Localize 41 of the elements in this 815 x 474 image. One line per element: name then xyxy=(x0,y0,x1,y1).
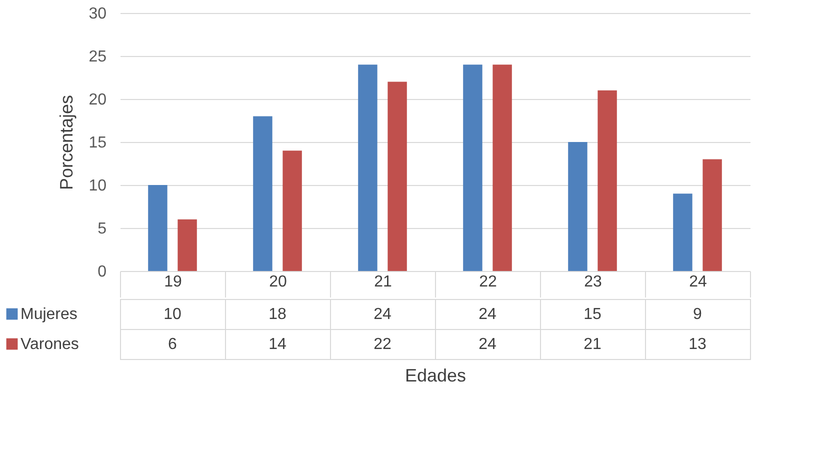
legend-label: Mujeres xyxy=(20,306,78,323)
bar xyxy=(388,82,407,271)
data-label: 24 xyxy=(478,336,496,353)
x-axis-title: Edades xyxy=(404,366,466,386)
bar xyxy=(463,64,482,271)
bar xyxy=(358,64,378,271)
data-label: 10 xyxy=(164,306,182,323)
data-label: 9 xyxy=(693,306,702,323)
bar xyxy=(492,64,512,271)
data-label: 13 xyxy=(688,336,706,353)
x-tick-label: 19 xyxy=(164,274,182,290)
y-tick-label: 5 xyxy=(98,220,107,238)
bar xyxy=(178,219,197,271)
x-tick-label: 20 xyxy=(269,274,287,290)
data-label: 22 xyxy=(374,336,392,353)
x-tick-label: 22 xyxy=(479,274,497,290)
y-tick-label: 10 xyxy=(88,178,107,194)
data-label: 24 xyxy=(374,306,392,323)
data-label: 24 xyxy=(478,306,496,323)
bar xyxy=(598,90,617,271)
x-tick-label: 21 xyxy=(374,274,392,290)
y-tick-label: 15 xyxy=(88,134,107,152)
x-tick-label: 23 xyxy=(584,274,602,290)
x-tick-label: 24 xyxy=(689,274,707,290)
bar xyxy=(568,142,588,271)
data-label: 14 xyxy=(268,336,286,353)
y-tick-label: 30 xyxy=(88,6,107,22)
data-label: 15 xyxy=(584,306,602,323)
y-tick-label: 25 xyxy=(88,48,107,66)
bar xyxy=(253,116,272,271)
data-label: 18 xyxy=(268,306,286,323)
y-axis-title: Porcentajes xyxy=(56,94,77,190)
data-label: 21 xyxy=(584,336,602,353)
data-label: 6 xyxy=(168,336,178,353)
bar xyxy=(148,185,168,271)
y-tick-label: 0 xyxy=(98,264,107,280)
bar xyxy=(702,159,722,271)
bar xyxy=(282,150,302,271)
bar xyxy=(673,194,692,271)
y-tick-label: 20 xyxy=(88,92,107,108)
legend-label: Varones xyxy=(20,336,79,353)
